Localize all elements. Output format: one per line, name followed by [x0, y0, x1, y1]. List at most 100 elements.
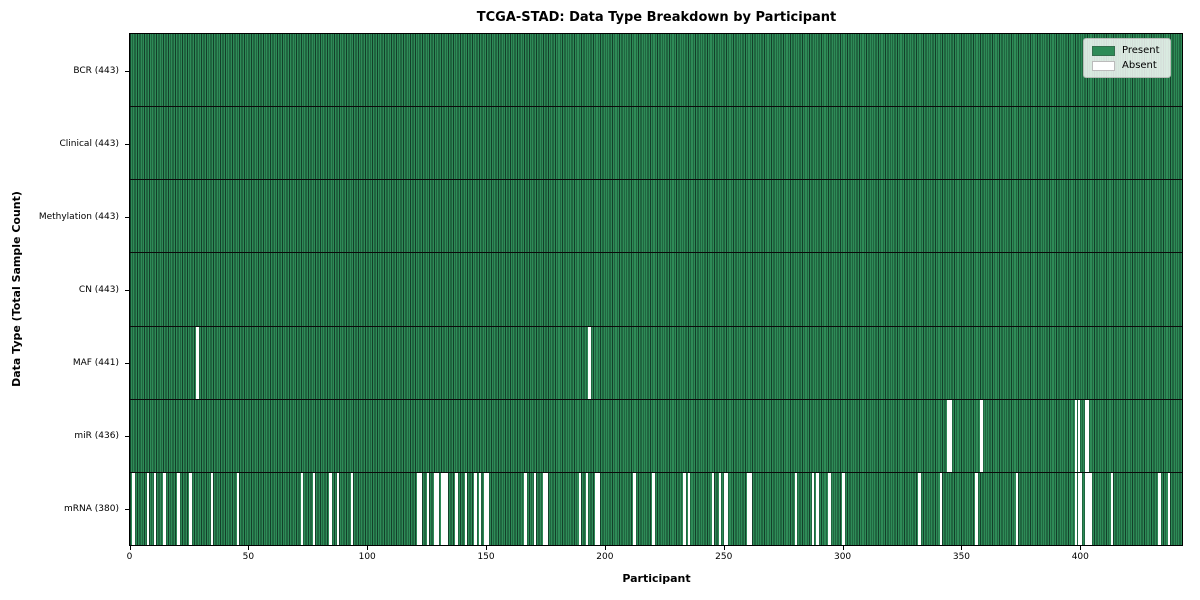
y-tick-mark — [125, 435, 129, 437]
absent-mark — [718, 472, 722, 545]
absent-mark — [483, 472, 487, 545]
absent-mark — [1110, 472, 1114, 545]
heatmap-row-mrna — [130, 472, 1182, 545]
absent-mark — [918, 472, 921, 545]
x-axis-label: Participant — [622, 572, 691, 585]
absent-mark — [419, 472, 423, 545]
absent-mark — [585, 472, 589, 545]
y-tick-mark — [125, 289, 129, 291]
absent-mark — [433, 472, 437, 545]
y-tick-label-clinical: Clinical (443) — [59, 138, 119, 149]
absent-mark — [749, 472, 753, 545]
absent-mark — [711, 472, 715, 545]
chart-title: TCGA-STAD: Data Type Breakdown by Partic… — [476, 10, 837, 25]
x-tick-mark — [604, 546, 606, 550]
absent-mark — [177, 472, 180, 545]
y-tick-mark — [125, 70, 129, 72]
y-tick-label-mrna: mRNA (380) — [64, 503, 119, 514]
absent-mark — [533, 472, 537, 545]
x-tick-mark — [961, 546, 963, 550]
absent-mark — [726, 472, 729, 545]
y-tick-mark — [125, 143, 129, 145]
heatmap-row-clinical — [130, 107, 1182, 181]
x-tick-mark — [842, 546, 844, 550]
absent-mark — [146, 472, 149, 545]
y-tick-label-methylation: Methylation (443) — [38, 211, 119, 222]
absent-mark — [1089, 472, 1092, 545]
absent-mark — [443, 472, 446, 545]
absent-mark — [723, 472, 727, 545]
absent-mark — [597, 472, 601, 545]
absent-mark — [329, 472, 332, 545]
x-tick-label: 50 — [242, 552, 255, 562]
y-tick-label-maf: MAF (441) — [72, 357, 119, 368]
heatmap-row-methylation — [130, 180, 1182, 254]
absent-mark — [524, 472, 527, 545]
legend-swatch-absent — [1092, 60, 1115, 71]
absent-mark — [683, 472, 686, 545]
x-tick-label: 200 — [596, 552, 614, 562]
absent-mark — [588, 326, 591, 399]
absent-mark — [1158, 472, 1161, 545]
absent-mark — [163, 472, 166, 545]
x-tick-label: 250 — [715, 552, 733, 562]
heatmap-rows — [130, 34, 1182, 545]
legend: Present Absent — [1083, 38, 1171, 78]
absent-mark — [578, 472, 582, 545]
y-tick-mark — [125, 216, 129, 218]
legend-label: Absent — [1122, 60, 1157, 71]
absent-mark — [652, 472, 655, 545]
x-tick-mark — [248, 546, 250, 550]
x-tick-mark — [129, 546, 131, 550]
absent-mark — [1077, 399, 1080, 472]
absent-mark — [464, 472, 468, 545]
absent-mark — [210, 472, 214, 545]
absent-mark — [436, 472, 439, 545]
legend-swatch-present — [1092, 45, 1115, 56]
y-tick-label-bcr: BCR (443) — [73, 65, 119, 76]
absent-mark — [1087, 399, 1090, 472]
heatmap-row-cn — [130, 253, 1182, 327]
absent-mark — [688, 472, 691, 545]
absent-mark — [1079, 472, 1083, 545]
absent-mark — [1087, 472, 1090, 545]
heatmap-row-mir — [130, 399, 1182, 473]
absent-mark — [1077, 472, 1080, 545]
absent-mark — [543, 472, 546, 545]
absent-mark — [1075, 399, 1078, 472]
x-tick-label: 300 — [833, 552, 852, 562]
x-tick-mark — [1080, 546, 1082, 550]
absent-mark — [1167, 472, 1171, 545]
absent-mark — [236, 472, 240, 545]
y-tick-label-cn: CN (443) — [78, 284, 119, 295]
absent-mark — [486, 472, 489, 545]
absent-mark — [1075, 472, 1078, 545]
absent-mark — [633, 472, 636, 545]
absent-mark — [1084, 399, 1087, 472]
absent-mark — [153, 472, 157, 545]
absent-mark — [1015, 472, 1019, 545]
absent-mark — [445, 472, 449, 545]
heatmap-row-bcr — [130, 34, 1182, 108]
absent-mark — [949, 399, 952, 472]
x-tick-mark — [486, 546, 488, 550]
y-tick-labels: BCR (443) Clinical (443) Methylation (443)… — [0, 33, 129, 546]
absent-mark — [336, 472, 339, 545]
legend-label: Present — [1122, 45, 1160, 56]
absent-mark — [811, 472, 814, 545]
absent-mark — [417, 472, 420, 545]
x-tick-label: 350 — [952, 552, 971, 562]
x-tick-label: 400 — [1071, 552, 1089, 562]
absent-mark — [474, 472, 477, 545]
absent-mark — [939, 472, 943, 545]
absent-mark — [545, 472, 548, 545]
x-tick-mark — [723, 546, 725, 550]
absent-mark — [441, 472, 444, 545]
absent-mark — [816, 472, 819, 545]
y-tick-mark — [125, 508, 129, 510]
legend-item-absent: Absent — [1092, 60, 1160, 71]
absent-mark — [946, 399, 950, 472]
absent-mark — [350, 472, 354, 545]
absent-mark — [132, 472, 135, 545]
